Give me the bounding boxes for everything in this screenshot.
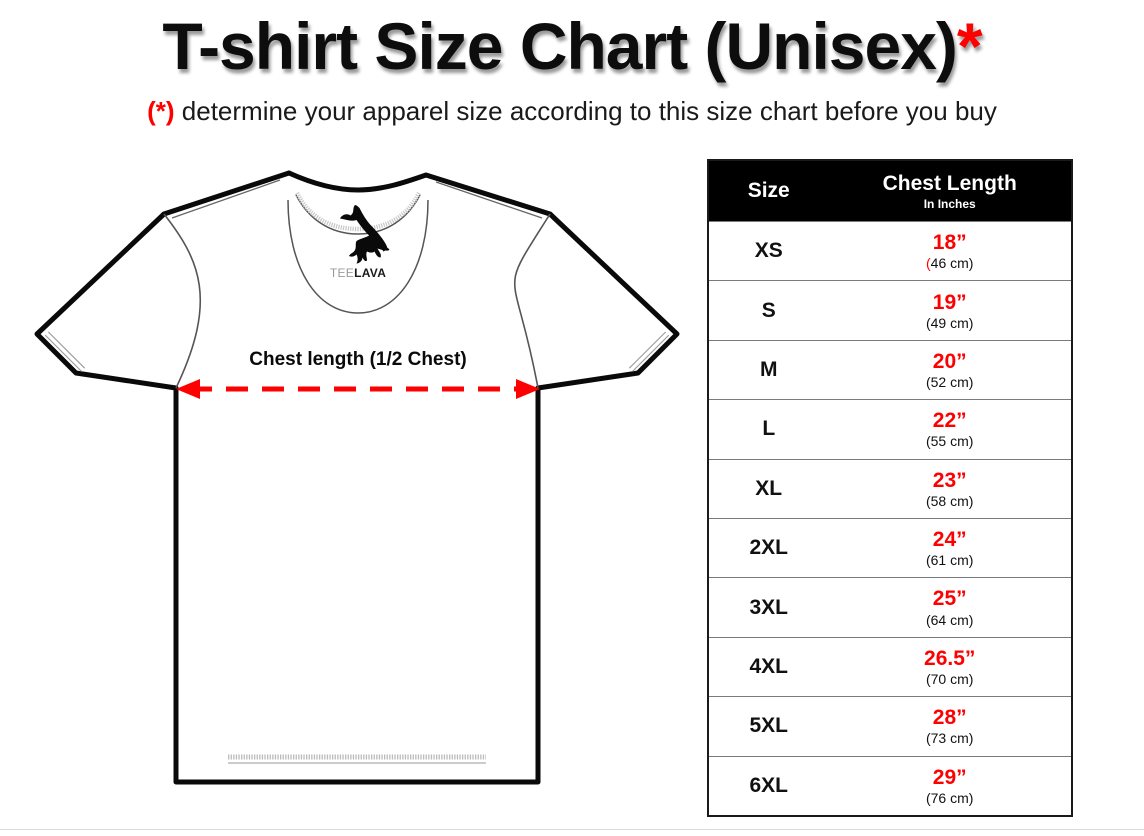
svg-text:Chest length (1/2 Chest): Chest length (1/2 Chest)	[249, 349, 466, 370]
svg-text:TEELAVA: TEELAVA	[330, 266, 386, 280]
